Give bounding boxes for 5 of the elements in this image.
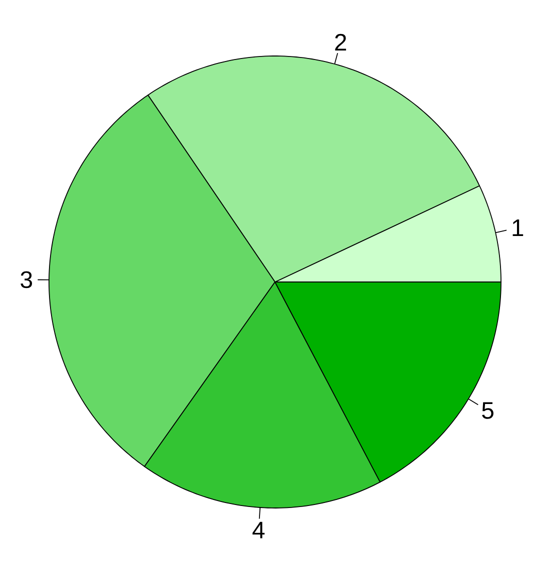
slice-label: 4 — [252, 522, 265, 538]
slice-label: 1 — [512, 220, 524, 236]
slice-label: 2 — [335, 34, 346, 51]
slice-label: 3 — [20, 271, 32, 288]
slice-label: 5 — [482, 402, 494, 419]
